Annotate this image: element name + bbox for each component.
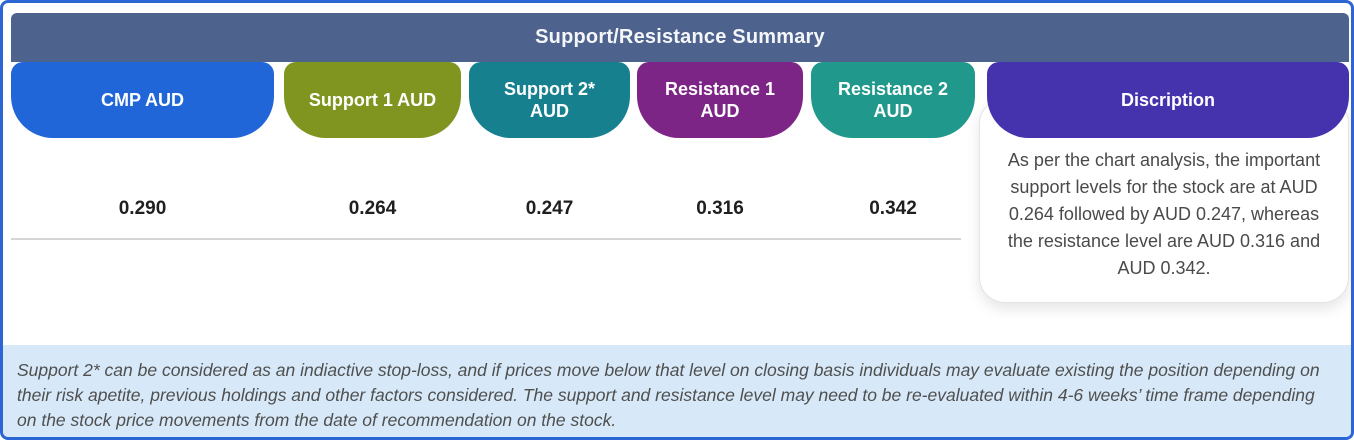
cmp-value: 0.290 <box>118 198 167 219</box>
panel-title-bar: Support/Resistance Summary <box>11 13 1349 62</box>
column-header-cmp-aud: CMP AUD <box>11 62 274 138</box>
support-1-value: 0.264 <box>348 198 397 219</box>
column-header-support-2-aud: Support 2* AUD <box>469 62 630 138</box>
resistance-1-value: 0.316 <box>696 198 744 219</box>
panel-title: Support/Resistance Summary <box>535 26 825 48</box>
column-header-label: Resistance 2 AUD <box>837 79 949 121</box>
column-header-description: Discription <box>987 62 1349 138</box>
description-text: As per the chart analysis, the important… <box>1007 150 1321 278</box>
resistance-2-value: 0.342 <box>869 198 917 219</box>
column-header-resistance-1-aud: Resistance 1 AUD <box>637 62 803 138</box>
column-header-label: Support 1 AUD <box>308 90 437 110</box>
column-header-label: Discription <box>1120 90 1215 110</box>
column-header-resistance-2-aud: Resistance 2 AUD <box>811 62 975 138</box>
support-2-value: 0.247 <box>525 198 574 219</box>
column-header-support-1-aud: Support 1 AUD <box>284 62 461 138</box>
footnote-band: Support 2* can be considered as an india… <box>3 345 1351 437</box>
values-row-divider <box>11 238 961 240</box>
column-header-label: CMP AUD <box>100 90 184 110</box>
column-header-label: Support 2* AUD <box>503 79 595 121</box>
column-header-label: Resistance 1 AUD <box>664 79 776 121</box>
footnote-text: Support 2* can be considered as an india… <box>17 360 1320 430</box>
